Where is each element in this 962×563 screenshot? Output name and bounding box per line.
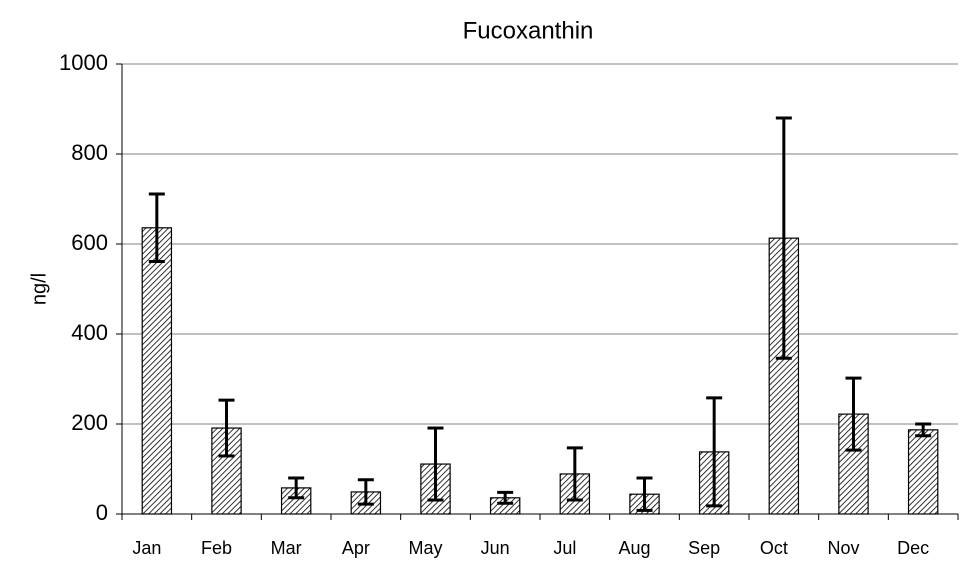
x-tick-label: Feb: [201, 538, 232, 558]
chart-title: Fucoxanthin: [463, 17, 594, 44]
x-tick-label: Jan: [132, 538, 161, 558]
y-tick-label: 200: [71, 410, 108, 435]
x-tick-label: Aug: [618, 538, 650, 558]
bar: [907, 429, 939, 515]
y-axis-label: ng/l: [28, 273, 50, 305]
bar: [141, 227, 173, 515]
y-tick-label: 600: [71, 230, 108, 255]
x-tick-label: Apr: [342, 538, 370, 558]
x-tick-label: Mar: [271, 538, 302, 558]
y-tick-label: 800: [71, 140, 108, 165]
x-tick-label: Jul: [553, 538, 576, 558]
x-tick-label: Dec: [897, 538, 929, 558]
x-tick-label: Sep: [688, 538, 720, 558]
x-tick-label: Jun: [481, 538, 510, 558]
x-tick-label: Oct: [760, 538, 788, 558]
y-tick-label: 1000: [59, 50, 108, 75]
y-tick-label: 400: [71, 320, 108, 345]
y-tick-label: 0: [96, 500, 108, 525]
x-tick-label: May: [408, 538, 442, 558]
x-tick-label: Nov: [827, 538, 859, 558]
